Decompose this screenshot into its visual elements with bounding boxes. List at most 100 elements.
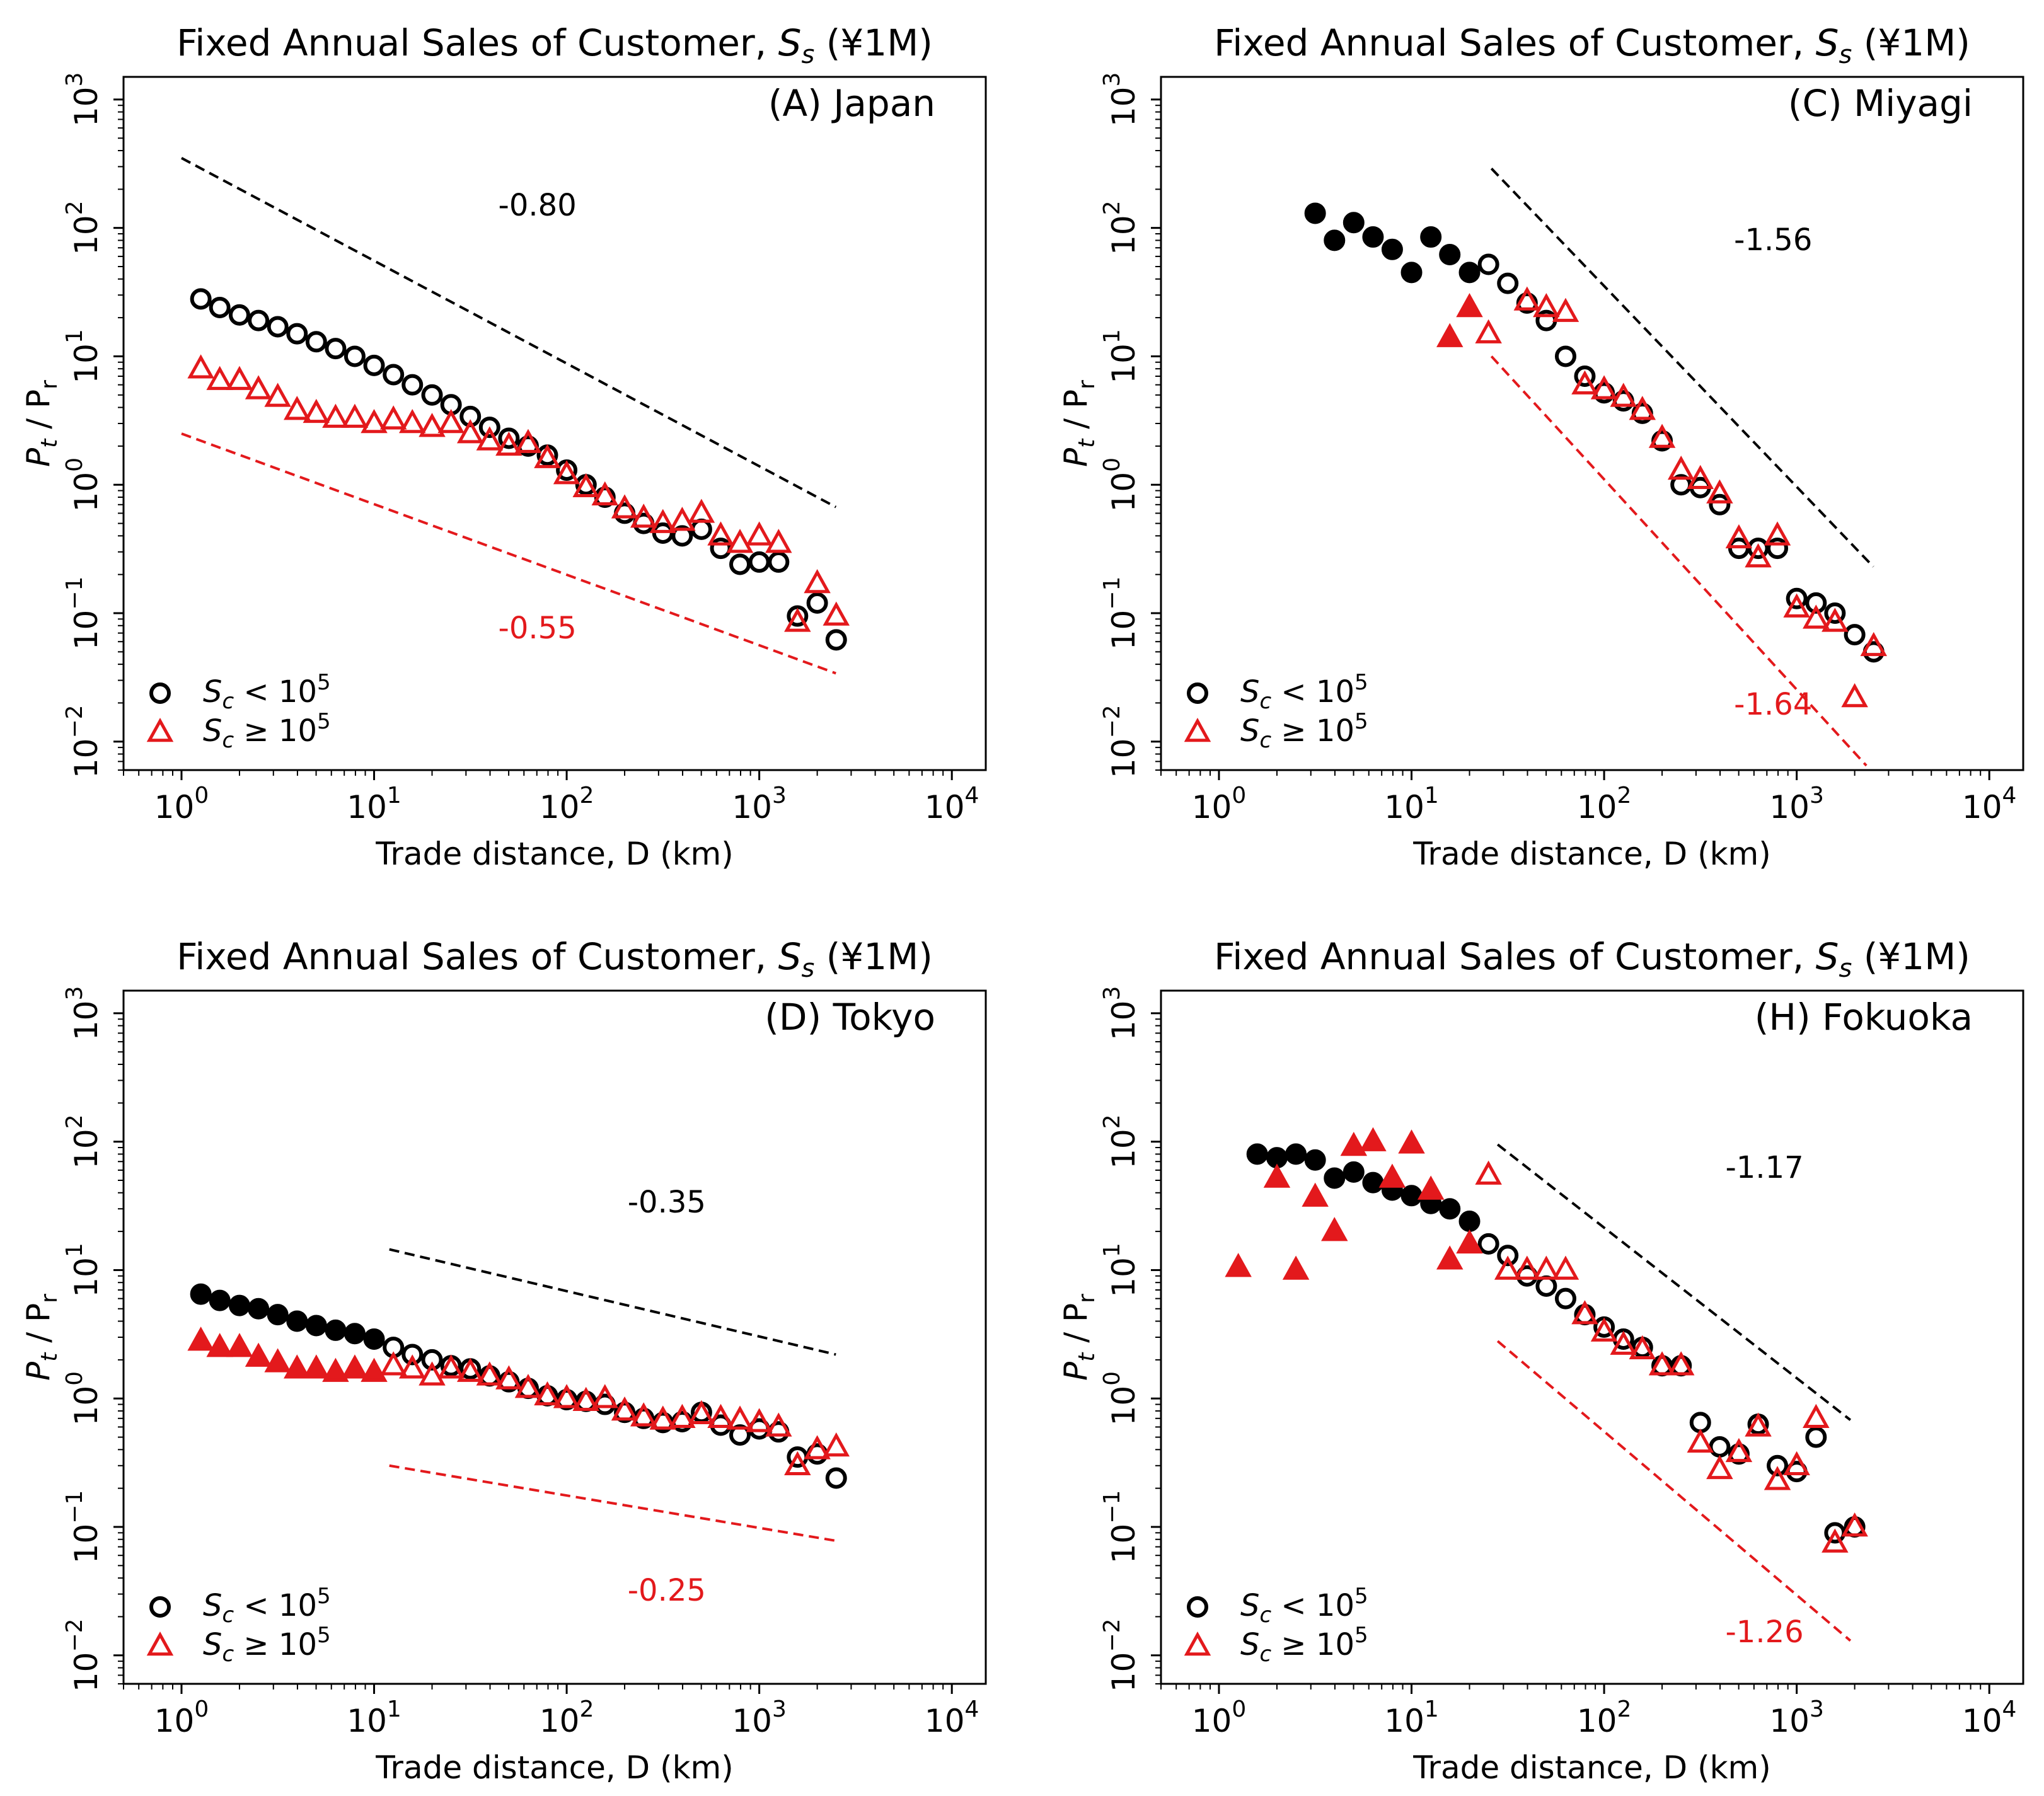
y-tick-label: 10−2 bbox=[1099, 1618, 1142, 1692]
legend-marker-triangle bbox=[146, 1632, 174, 1656]
data-point-triangle bbox=[1745, 1412, 1772, 1437]
data-point-circle bbox=[190, 288, 212, 310]
data-point-triangle bbox=[707, 521, 734, 546]
data-point-circle bbox=[1805, 1426, 1827, 1448]
data-point-circle bbox=[305, 1315, 327, 1337]
data-point-triangle bbox=[1803, 604, 1830, 629]
data-point-triangle bbox=[245, 375, 272, 400]
data-point-circle bbox=[729, 553, 751, 575]
data-point-triangle bbox=[398, 1354, 426, 1379]
data-point-triangle bbox=[226, 1333, 253, 1357]
fit-line bbox=[1496, 1340, 1852, 1642]
legend-marker-triangle bbox=[1184, 1632, 1211, 1656]
data-point-triangle bbox=[804, 569, 831, 594]
y-tick-label: 103 bbox=[62, 72, 105, 127]
data-point-triangle bbox=[437, 1354, 465, 1379]
data-point-triangle bbox=[1783, 1451, 1810, 1476]
data-point-triangle bbox=[1648, 1351, 1676, 1376]
data-point-triangle bbox=[1552, 1255, 1579, 1280]
data-point-triangle bbox=[341, 403, 369, 428]
y-tick-label: 10−1 bbox=[1099, 577, 1142, 650]
data-point-circle bbox=[1535, 1275, 1557, 1297]
x-tick-label: 100 bbox=[154, 1696, 209, 1739]
y-tick-label: 10−2 bbox=[1099, 705, 1142, 778]
data-point-triangle bbox=[649, 509, 677, 533]
data-point-circle bbox=[1439, 1198, 1461, 1220]
data-point-triangle bbox=[630, 504, 657, 528]
data-point-triangle bbox=[456, 419, 484, 444]
data-point-circle bbox=[787, 605, 809, 627]
data-point-triangle bbox=[495, 431, 523, 456]
legend-marker-circle bbox=[1187, 1596, 1208, 1618]
x-tick-label: 102 bbox=[1577, 1696, 1632, 1739]
data-point-triangle bbox=[784, 1451, 811, 1476]
data-point-triangle bbox=[1378, 1163, 1406, 1188]
data-point-triangle bbox=[765, 1412, 792, 1437]
data-point-circle bbox=[825, 629, 847, 651]
data-point-circle bbox=[1342, 1161, 1365, 1183]
slope-label: -0.80 bbox=[499, 188, 577, 223]
y-tick-label: 100 bbox=[1099, 1371, 1142, 1426]
data-point-triangle bbox=[1745, 543, 1772, 568]
y-tick-label: 102 bbox=[62, 1114, 105, 1169]
data-point-circle bbox=[825, 1467, 847, 1489]
legend-label: Sc < 105 bbox=[203, 670, 331, 714]
data-point-circle bbox=[228, 1294, 250, 1316]
data-point-triangle bbox=[419, 1361, 446, 1386]
y-tick-label: 10−2 bbox=[62, 705, 105, 778]
data-point-triangle bbox=[1841, 1512, 1868, 1537]
data-point-circle bbox=[1497, 1245, 1519, 1267]
y-tick-label: 101 bbox=[62, 329, 105, 384]
data-point-triangle bbox=[823, 601, 850, 626]
data-point-triangle bbox=[746, 1408, 773, 1432]
data-point-circle bbox=[344, 345, 366, 367]
data-point-circle bbox=[401, 374, 424, 396]
data-point-triangle bbox=[1610, 1330, 1637, 1355]
x-tick-label: 103 bbox=[1769, 783, 1824, 826]
data-point-triangle bbox=[1590, 375, 1618, 400]
data-point-circle bbox=[1439, 243, 1461, 265]
data-point-triangle bbox=[1860, 631, 1888, 657]
data-point-triangle bbox=[514, 429, 542, 453]
data-point-triangle bbox=[284, 396, 311, 420]
data-point-triangle bbox=[534, 1381, 561, 1406]
data-point-triangle bbox=[1822, 607, 1849, 632]
data-point-circle bbox=[267, 316, 289, 338]
data-point-circle bbox=[1844, 624, 1866, 646]
x-tick-label: 100 bbox=[1192, 1696, 1247, 1739]
data-point-circle bbox=[190, 1283, 212, 1305]
data-point-triangle bbox=[398, 409, 426, 434]
data-point-triangle bbox=[1456, 292, 1483, 318]
data-point-circle bbox=[1342, 212, 1365, 234]
data-point-triangle bbox=[1706, 1454, 1733, 1480]
data-point-circle bbox=[209, 296, 231, 318]
y-tick-label: 10−1 bbox=[62, 577, 105, 650]
legend-marker-circle bbox=[149, 682, 171, 704]
fit-line bbox=[181, 432, 836, 675]
data-point-triangle bbox=[456, 1357, 484, 1382]
data-point-circle bbox=[401, 1344, 424, 1366]
data-point-circle bbox=[1709, 493, 1731, 515]
x-tick-label: 104 bbox=[1962, 1696, 2017, 1739]
data-point-triangle bbox=[1436, 323, 1464, 347]
data-point-circle bbox=[363, 1328, 385, 1350]
data-point-circle bbox=[1381, 238, 1403, 260]
chart-panel: Fixed Annual Sales of Customer, Ss (¥1M)… bbox=[20, 21, 987, 872]
data-point-triangle bbox=[264, 383, 291, 407]
y-tick-label: 101 bbox=[1099, 329, 1142, 384]
x-tick-label: 104 bbox=[925, 1696, 979, 1739]
y-tick-label: 103 bbox=[1099, 986, 1142, 1041]
data-point-circle bbox=[325, 338, 347, 360]
y-tick-label: 103 bbox=[62, 986, 105, 1041]
data-point-triangle bbox=[1841, 683, 1868, 708]
x-tick-label: 104 bbox=[1962, 783, 2017, 826]
x-tick-label: 103 bbox=[1769, 1696, 1824, 1739]
x-tick-label: 101 bbox=[347, 783, 401, 826]
legend-marker-triangle bbox=[1184, 718, 1211, 742]
data-point-triangle bbox=[514, 1374, 542, 1398]
y-axis-label: Pt / Pr bbox=[20, 1294, 62, 1381]
x-tick-label: 102 bbox=[540, 783, 594, 826]
data-point-triangle bbox=[1648, 423, 1676, 448]
data-point-circle bbox=[671, 525, 693, 547]
